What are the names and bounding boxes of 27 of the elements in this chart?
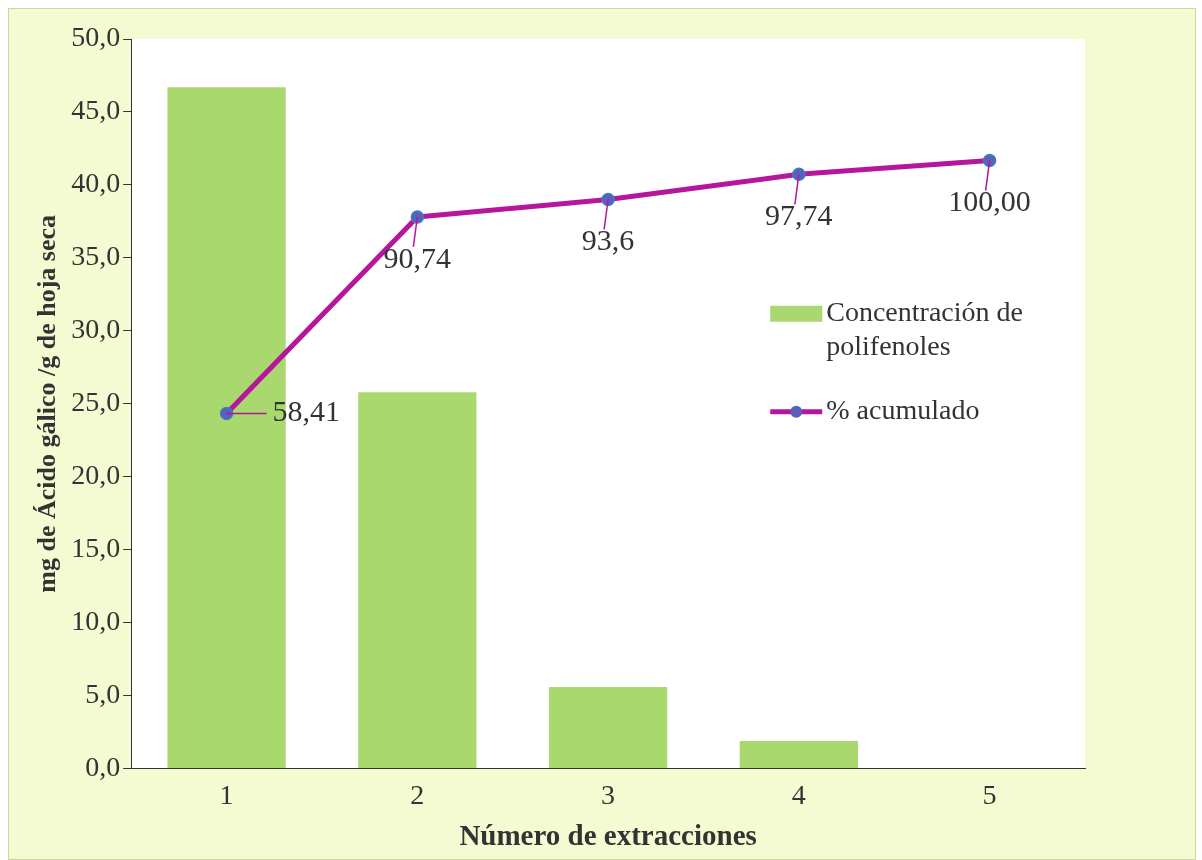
data-label: 90,74 [383,240,452,274]
y-tick-label: 5,0 [85,678,121,709]
x-tick-label: 2 [410,778,425,810]
y-tick-label: 25,0 [71,386,121,418]
y-axis-title: mg de Ácido gálico /g de hoja seca [32,214,62,593]
x-tick-label: 5 [982,778,997,810]
data-label: 100,00 [948,184,1031,218]
data-label: 93,6 [581,223,635,257]
bar [739,740,858,769]
y-tick-label: 20,0 [71,459,121,491]
x-tick-label: 4 [791,778,806,810]
y-tick-label: 10,0 [71,605,121,637]
y-tick-label: 0,0 [85,750,121,782]
x-tick-label: 1 [219,778,234,810]
legend-label: Concentración de polifenoles [826,296,1023,362]
bar [358,392,477,769]
data-label: 97,74 [765,198,833,232]
legend-label: % acumulado [826,394,980,426]
y-tick-label: 15,0 [71,532,121,564]
y-tick-label: 45,0 [71,94,121,126]
y-tick-label: 35,0 [71,240,121,272]
x-axis-title: Número de extracciones [459,819,757,852]
y-tick-label: 50,0 [71,21,121,53]
y-tick-label: 40,0 [71,167,121,199]
bar [548,686,668,769]
x-tick-label: 3 [601,778,616,810]
y-tick-label: 30,0 [71,313,121,345]
